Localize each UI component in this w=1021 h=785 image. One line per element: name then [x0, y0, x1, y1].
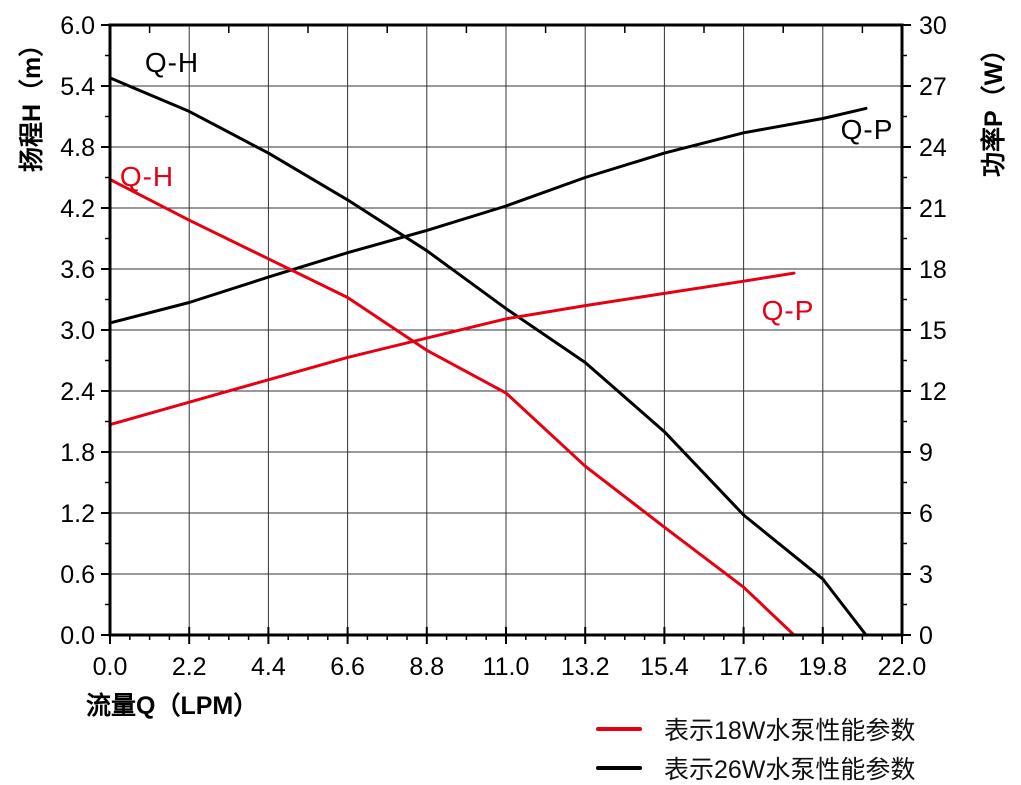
legend-label-18w: 表示18W水泵性能参数	[664, 717, 916, 745]
tick-label: 27	[919, 73, 947, 101]
legend-item-26w: 表示26W水泵性能参数	[596, 753, 916, 784]
tick-label: 2.2	[172, 653, 207, 681]
tick-label: 22.0	[878, 653, 927, 681]
legend-item-18w: 表示18W水泵性能参数	[596, 714, 916, 745]
tick-label: 21	[919, 195, 947, 223]
tick-label: 4.8	[60, 134, 95, 162]
x-axis-title: 流量Q（LPM）	[86, 692, 259, 720]
tick-label: 11.0	[483, 653, 530, 681]
tick-label: 3	[919, 561, 933, 589]
tick-label: 19.8	[798, 653, 847, 681]
tick-label: 4.4	[251, 653, 286, 681]
tick-label: 4.2	[60, 195, 95, 223]
tick-label: 17.6	[719, 653, 768, 681]
legend-line-18w-icon	[596, 727, 642, 731]
annotation-qh-26w: Q-H	[144, 47, 200, 78]
tick-label: 9	[919, 439, 933, 467]
legend-label-26w: 表示26W水泵性能参数	[664, 756, 916, 784]
tick-label: 2.4	[60, 378, 95, 406]
tick-label: 0.0	[93, 653, 128, 681]
legend: 表示18W水泵性能参数 表示26W水泵性能参数	[596, 714, 916, 784]
tick-label: 15	[919, 317, 947, 345]
tick-label: 24	[919, 134, 947, 162]
tick-label: 8.8	[409, 653, 444, 681]
legend-line-26w-icon	[596, 766, 642, 770]
tick-label: 1.2	[60, 500, 95, 528]
tick-label: 6	[919, 500, 933, 528]
tick-label: 13.2	[561, 653, 610, 681]
tick-label: 0	[919, 622, 933, 650]
annotation-qp-26w: Q-P	[840, 114, 894, 145]
tick-label: 1.8	[60, 439, 95, 467]
tick-label: 30	[919, 12, 947, 40]
tick-label: 12	[919, 378, 947, 406]
y-axis-left-title: 扬程H（m）	[18, 31, 46, 172]
tick-label: 5.4	[60, 73, 95, 101]
tick-label: 6.6	[330, 653, 365, 681]
tick-label: 15.4	[640, 653, 689, 681]
tick-label: 0.0	[60, 622, 95, 650]
annotation-qp-18w: Q-P	[761, 295, 815, 326]
tick-label: 0.6	[60, 561, 95, 589]
tick-label: 3.0	[60, 317, 95, 345]
annotation-qh-18w: Q-H	[119, 161, 175, 192]
tick-label: 18	[919, 256, 947, 284]
y-axis-right-title: 功率P（W）	[980, 36, 1008, 177]
tick-label: 3.6	[60, 256, 95, 284]
tick-label: 6.0	[60, 12, 95, 40]
